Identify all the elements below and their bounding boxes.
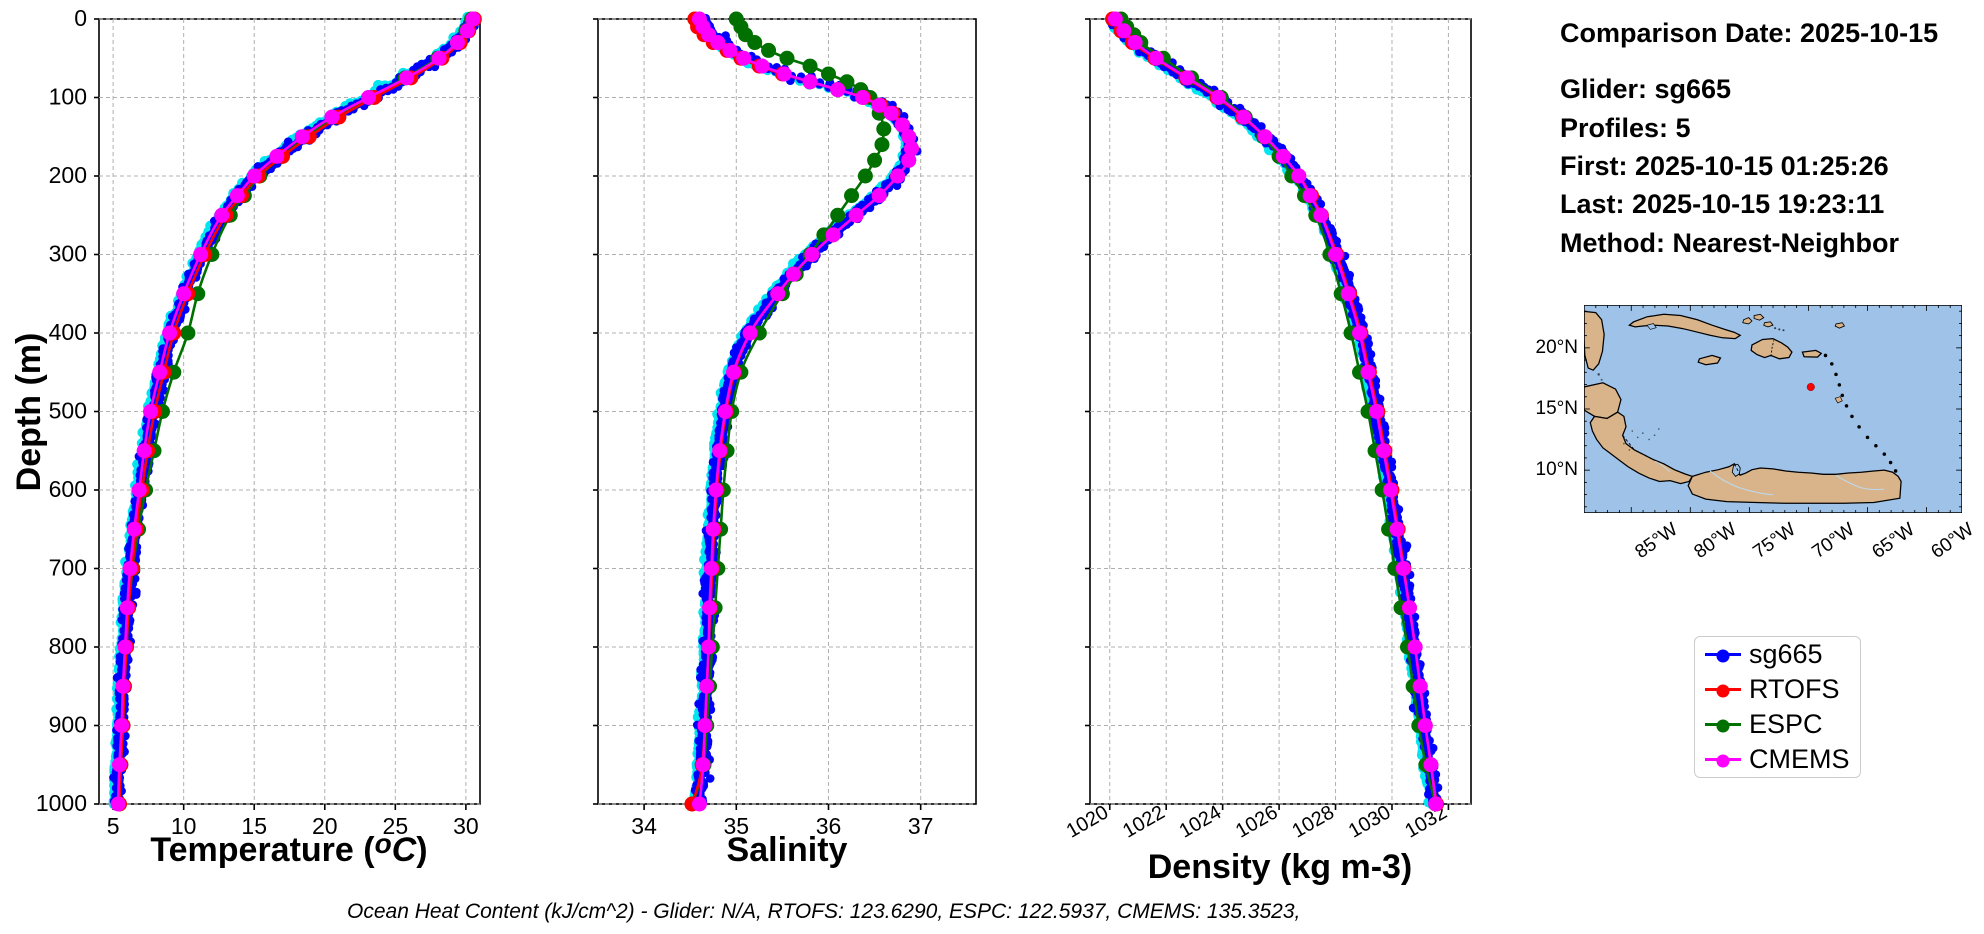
svg-text:Ocean Heat Content (kJ/cm^2) -: Ocean Heat Content (kJ/cm^2) - Glider: N… [347, 900, 1300, 923]
svg-text:34: 34 [631, 813, 657, 839]
svg-text:100: 100 [49, 84, 87, 110]
svg-text:700: 700 [49, 555, 87, 581]
svg-text:37: 37 [908, 813, 934, 839]
svg-text:900: 900 [49, 712, 87, 738]
svg-text:800: 800 [49, 633, 87, 659]
svg-text:Density (kg m-3): Density (kg m-3) [1148, 848, 1413, 886]
svg-text:600: 600 [49, 476, 87, 502]
svg-text:200: 200 [49, 162, 87, 188]
svg-text:Salinity: Salinity [727, 831, 848, 869]
svg-text:0: 0 [74, 5, 87, 31]
svg-text:500: 500 [49, 398, 87, 424]
svg-text:300: 300 [49, 241, 87, 267]
svg-text:5: 5 [107, 813, 120, 839]
svg-text:Depth (m): Depth (m) [10, 333, 48, 492]
svg-text:30: 30 [453, 813, 479, 839]
svg-text:1000: 1000 [36, 790, 87, 816]
svg-text:400: 400 [49, 319, 87, 345]
